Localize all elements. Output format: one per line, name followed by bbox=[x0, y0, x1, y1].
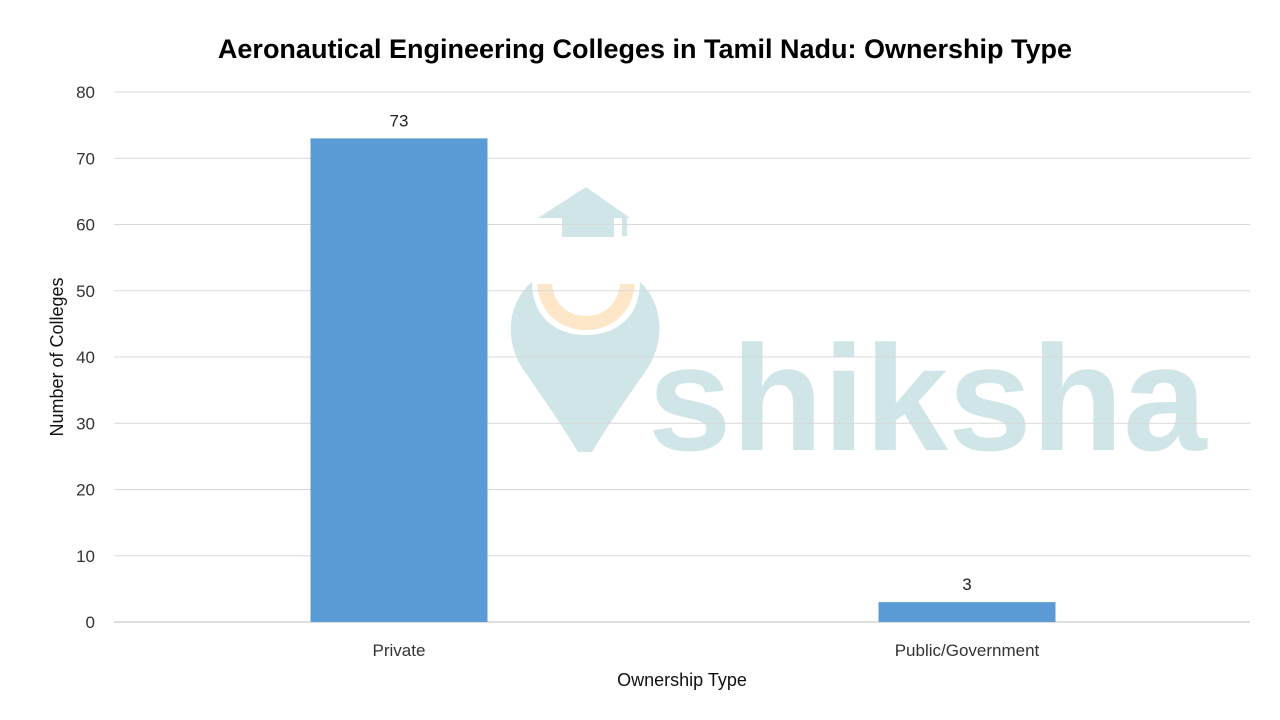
y-tick-label: 0 bbox=[86, 613, 95, 632]
y-tick-label: 80 bbox=[76, 83, 95, 102]
bars bbox=[310, 138, 1056, 622]
y-tick-label: 60 bbox=[76, 216, 95, 235]
graduation-cap-icon bbox=[538, 187, 630, 237]
smile-arc bbox=[537, 284, 635, 330]
data-labels: 73 3 bbox=[390, 111, 972, 594]
y-axis-ticks: 0 10 20 30 40 50 60 70 80 bbox=[76, 83, 95, 632]
x-tick-label: Private bbox=[373, 641, 426, 660]
x-axis-ticks: Private Public/Government bbox=[373, 641, 1040, 660]
y-tick-label: 40 bbox=[76, 348, 95, 367]
x-tick-label: Public/Government bbox=[895, 641, 1040, 660]
bar bbox=[878, 602, 1056, 622]
pen-nib-icon bbox=[510, 282, 660, 452]
watermark-logo: shiksha bbox=[510, 187, 1208, 482]
y-tick-label: 50 bbox=[76, 282, 95, 301]
chart-title: Aeronautical Engineering Colleges in Tam… bbox=[217, 34, 1073, 64]
data-label: 3 bbox=[962, 575, 971, 594]
y-tick-label: 70 bbox=[76, 149, 95, 168]
watermark-text: shiksha bbox=[648, 314, 1208, 482]
data-label: 73 bbox=[390, 111, 409, 130]
x-axis-title: Ownership Type bbox=[617, 670, 747, 690]
y-tick-label: 30 bbox=[76, 414, 95, 433]
y-tick-label: 20 bbox=[76, 481, 95, 500]
y-axis-title: Number of Colleges bbox=[47, 277, 67, 436]
gridlines bbox=[114, 91, 1250, 623]
y-tick-label: 10 bbox=[76, 547, 95, 566]
bar bbox=[310, 138, 488, 622]
